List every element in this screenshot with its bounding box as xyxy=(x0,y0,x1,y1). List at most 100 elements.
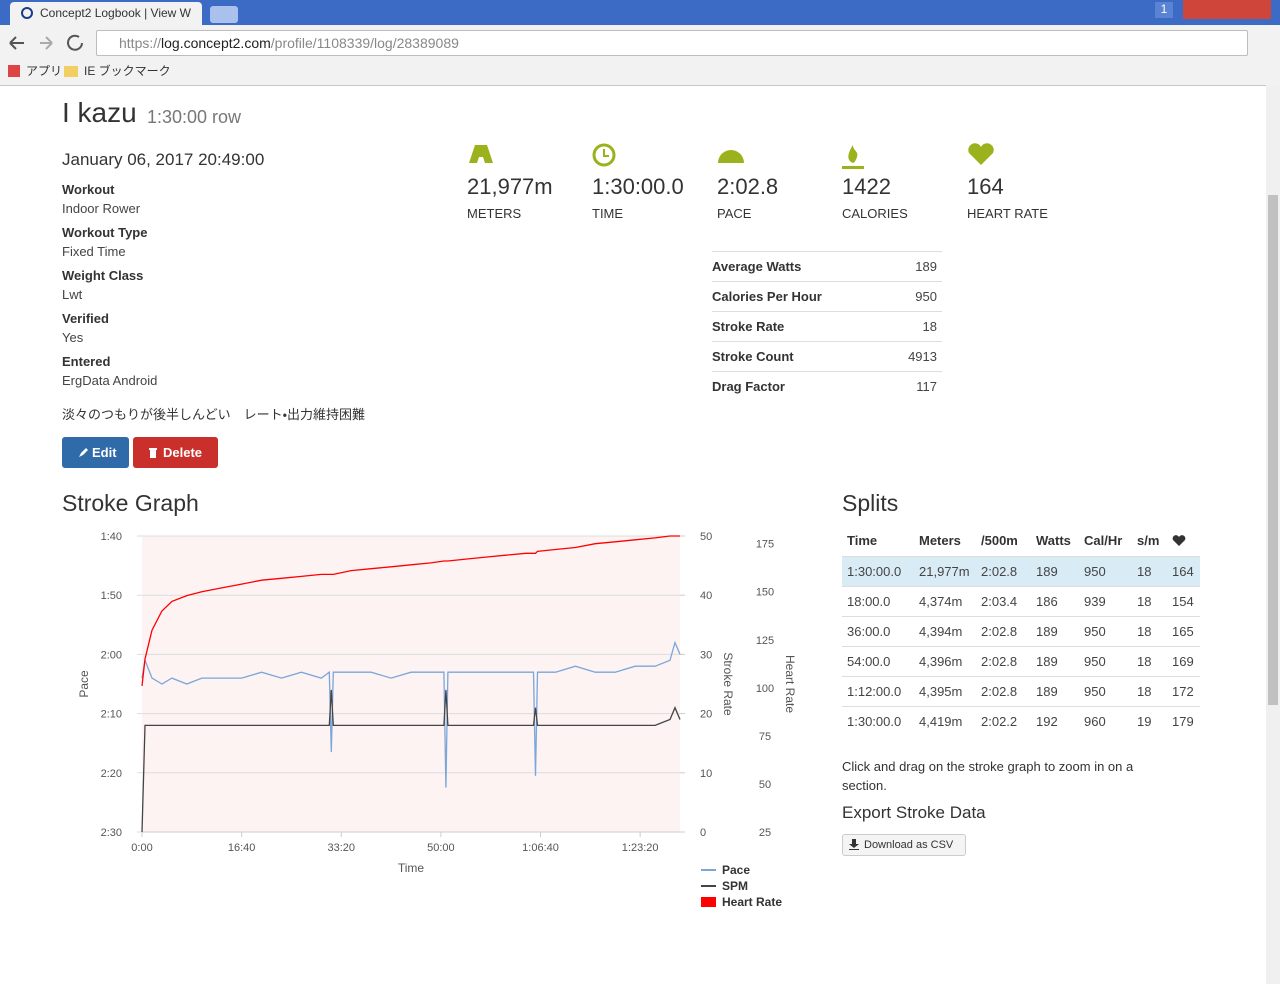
legend-label: SPM xyxy=(722,879,748,893)
stat-label: TIME xyxy=(592,206,624,221)
split-cell: 186 xyxy=(1036,594,1058,609)
summary-label: Stroke Count xyxy=(712,349,794,364)
column-header: Meters xyxy=(919,533,961,548)
button-label: Delete xyxy=(163,445,203,460)
column-header: Watts xyxy=(1036,533,1071,548)
column-header: Cal/Hr xyxy=(1084,533,1123,548)
edit-button[interactable]: Edit xyxy=(62,437,129,468)
row-border xyxy=(842,676,1200,707)
split-cell: 939 xyxy=(1084,594,1106,609)
tab-icon xyxy=(21,7,33,19)
bookmark-label: IE ブックマーク xyxy=(84,64,171,78)
stroke-graph[interactable]: 1:40 1:50 2:00 2:10 2:20 2:30 0 10 20 30 40 50 25 50 7… xyxy=(60,520,810,915)
plot-area xyxy=(142,536,680,832)
detail-value: Indoor Rower xyxy=(62,201,141,216)
split-cell: 950 xyxy=(1084,624,1106,639)
button-label: Download as CSV xyxy=(864,839,954,851)
split-cell: 18 xyxy=(1137,624,1152,639)
profile-name: I kazu xyxy=(62,97,137,128)
x-tick-label: 50:00 xyxy=(427,842,455,854)
detail-label: Weight Class xyxy=(62,268,144,283)
address-bar[interactable]: https://log.concept2.com/profile/1108339… xyxy=(96,30,1248,56)
window-badge: 1 xyxy=(1155,2,1173,18)
new-tab[interactable] xyxy=(210,6,238,23)
tab-title: Concept2 Logbook | View W xyxy=(40,6,191,20)
split-cell: 1:30:00.0 xyxy=(847,564,902,579)
stat-value: 1422 xyxy=(842,174,891,199)
y-tick-label: 2:20 xyxy=(101,768,122,780)
split-cell: 2:02.8 xyxy=(981,654,1018,669)
scrollbar[interactable] xyxy=(1266,85,1280,984)
row-border xyxy=(842,706,1200,737)
summary-value: 189 xyxy=(915,259,937,274)
row-border xyxy=(842,646,1200,677)
row-border xyxy=(712,371,942,372)
y2-tick-label: 0 xyxy=(700,827,706,839)
column-header: Time xyxy=(847,533,878,548)
detail-label: Entered xyxy=(62,354,111,369)
detail-value: ErgData Android xyxy=(62,373,158,388)
y-tick-label: 2:30 xyxy=(101,827,122,839)
summary-label: Average Watts xyxy=(712,259,802,274)
column-header: /500m xyxy=(981,533,1018,548)
y3-tick-label: 25 xyxy=(759,827,771,839)
window-controls[interactable] xyxy=(1183,0,1271,19)
workout-date: January 06, 2017 20:49:00 xyxy=(62,150,265,169)
series-line xyxy=(141,640,681,788)
y-tick-label: 2:10 xyxy=(101,709,122,721)
row-border xyxy=(842,556,1200,587)
summary-value: 18 xyxy=(922,319,937,334)
split-cell: 2:02.8 xyxy=(981,564,1018,579)
row-border xyxy=(842,616,1200,647)
split-cell: 18:00.0 xyxy=(847,594,891,609)
stat-value: 21,977m xyxy=(467,174,553,199)
section-title: Stroke Graph xyxy=(62,490,199,516)
legend-label: Pace xyxy=(722,863,750,877)
browser-tab[interactable]: Concept2 Logbook | View W xyxy=(10,2,202,25)
detail-label: Workout xyxy=(62,182,115,197)
detail-value: Lwt xyxy=(62,287,83,302)
stat-label: METERS xyxy=(467,206,522,221)
delete-button[interactable]: Delete xyxy=(133,437,218,468)
split-cell: 4,374m xyxy=(919,594,963,609)
split-cell: 172 xyxy=(1172,684,1194,699)
bookmark[interactable]: IE ブックマーク xyxy=(64,62,171,79)
split-cell: 165 xyxy=(1172,624,1194,639)
y3-tick-label: 175 xyxy=(756,539,774,551)
y3-tick-label: 125 xyxy=(756,635,774,647)
y2-tick-label: 20 xyxy=(700,709,712,721)
split-cell: 2:02.8 xyxy=(981,684,1018,699)
split-cell: 18 xyxy=(1137,684,1152,699)
y2-tick-label: 10 xyxy=(700,768,712,780)
zoom-note: Click and drag on the stroke graph to zo… xyxy=(842,759,1134,793)
split-cell: 19 xyxy=(1137,714,1152,729)
detail-value: Yes xyxy=(62,330,84,345)
y2-tick-label: 50 xyxy=(700,531,712,543)
csv-button[interactable]: Download as CSV xyxy=(842,834,966,856)
summary-value: 950 xyxy=(915,289,937,304)
split-cell: 189 xyxy=(1036,654,1058,669)
summary-value: 117 xyxy=(916,379,937,394)
summary-value: 4913 xyxy=(908,349,937,364)
split-cell: 18 xyxy=(1137,654,1152,669)
url-host: log.concept2.com xyxy=(161,35,271,51)
split-cell: 164 xyxy=(1172,564,1194,579)
y2-tick-label: 30 xyxy=(700,649,712,661)
tab-strip: Concept2 Logbook | View W 1 xyxy=(0,0,1280,25)
nav-buttons[interactable] xyxy=(6,33,86,53)
summary-label: Stroke Rate xyxy=(712,319,785,334)
summary-label: Drag Factor xyxy=(712,379,785,394)
y3-tick-label: 150 xyxy=(756,587,774,599)
bookmark[interactable]: アプリ xyxy=(8,62,62,79)
split-cell: 4,419m xyxy=(919,714,963,729)
split-cell: 2:03.4 xyxy=(981,594,1018,609)
row-border xyxy=(712,251,942,252)
x-tick-label: 1:06:40 xyxy=(522,842,559,854)
split-cell: 2:02.8 xyxy=(981,624,1018,639)
workout-summary: 1:30:00 row xyxy=(147,107,242,127)
series-line xyxy=(141,689,681,833)
stat-label: HEART RATE xyxy=(967,206,1048,221)
x-tick-label: 1:23:20 xyxy=(622,842,659,854)
